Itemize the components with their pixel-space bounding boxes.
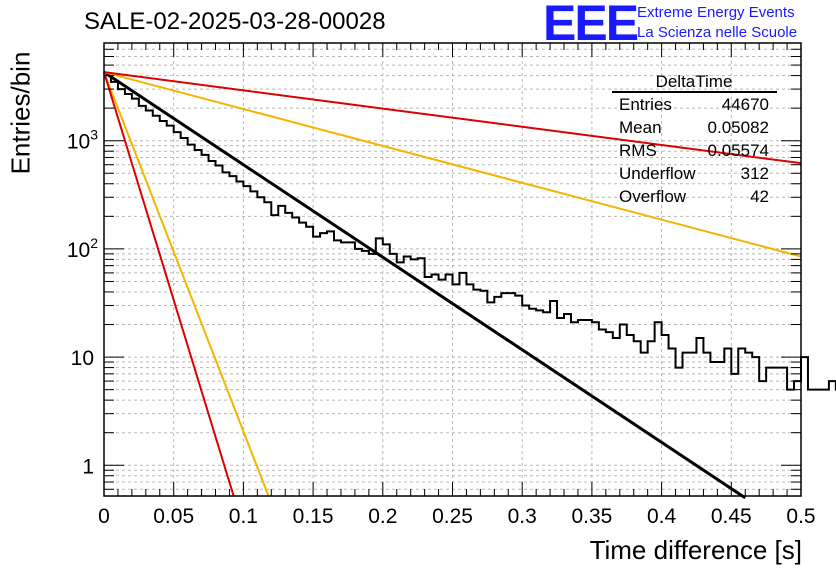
logo-line-1: Extreme Energy Events bbox=[637, 4, 795, 21]
stats-value: 312 bbox=[741, 164, 769, 183]
x-tick-label: 0.4 bbox=[647, 505, 677, 528]
grid-lines bbox=[104, 42, 801, 496]
stats-value: 42 bbox=[750, 187, 769, 206]
stats-value: 0.05082 bbox=[708, 118, 769, 137]
y-tick-label: 102 bbox=[67, 235, 98, 262]
y-tick-label: 10 bbox=[71, 347, 94, 370]
axes: 0 0.05 0.1 0.15 0.2 0.25 0.3 0.35 0.4 0.45 0.5 1 10 1… bbox=[67, 42, 816, 528]
red-steep bbox=[103, 71, 235, 497]
x-tick-label: 0.3 bbox=[508, 505, 537, 528]
stats-label: RMS bbox=[619, 141, 657, 160]
stats-label: Overflow bbox=[619, 187, 687, 206]
stats-value: 0.05574 bbox=[708, 141, 769, 160]
black-fit bbox=[103, 70, 747, 500]
histogram-steps bbox=[104, 73, 836, 391]
x-tick-label: 0.35 bbox=[571, 505, 612, 528]
red-shallow bbox=[103, 71, 802, 165]
stats-label: Underflow bbox=[619, 164, 696, 183]
x-tick-label: 0 bbox=[98, 505, 110, 528]
x-tick-label: 0.45 bbox=[711, 505, 752, 528]
chart-title: SALE-02-2025-03-28-00028 bbox=[84, 8, 386, 35]
stats-box: DeltaTime Entries 44670 Mean 0.05082 RMS 0.055… bbox=[612, 72, 777, 206]
x-axis-label: Time difference [s] bbox=[589, 535, 802, 565]
logo-line-2: La Scienza nelle Scuole bbox=[637, 24, 798, 41]
y-axis-label: Entries/bin bbox=[5, 51, 36, 175]
x-tick-label: 0.25 bbox=[432, 505, 473, 528]
x-tick-label: 0.15 bbox=[293, 505, 334, 528]
histogram bbox=[104, 73, 836, 391]
x-tick-label: 0.1 bbox=[229, 505, 258, 528]
y-tick-label: 103 bbox=[67, 127, 98, 154]
orange-shallow bbox=[103, 71, 802, 258]
fit-lines bbox=[103, 70, 802, 500]
x-tick-label: 0.2 bbox=[368, 505, 397, 528]
y-tick-label: 1 bbox=[82, 455, 94, 478]
stats-label: Mean bbox=[619, 118, 662, 137]
stats-value: 44670 bbox=[722, 95, 769, 114]
orange-steep bbox=[103, 71, 270, 497]
x-tick-label: 0.5 bbox=[786, 505, 815, 528]
stats-label: Entries bbox=[619, 95, 672, 114]
stats-title: DeltaTime bbox=[656, 72, 733, 91]
x-tick-label: 0.05 bbox=[153, 505, 194, 528]
